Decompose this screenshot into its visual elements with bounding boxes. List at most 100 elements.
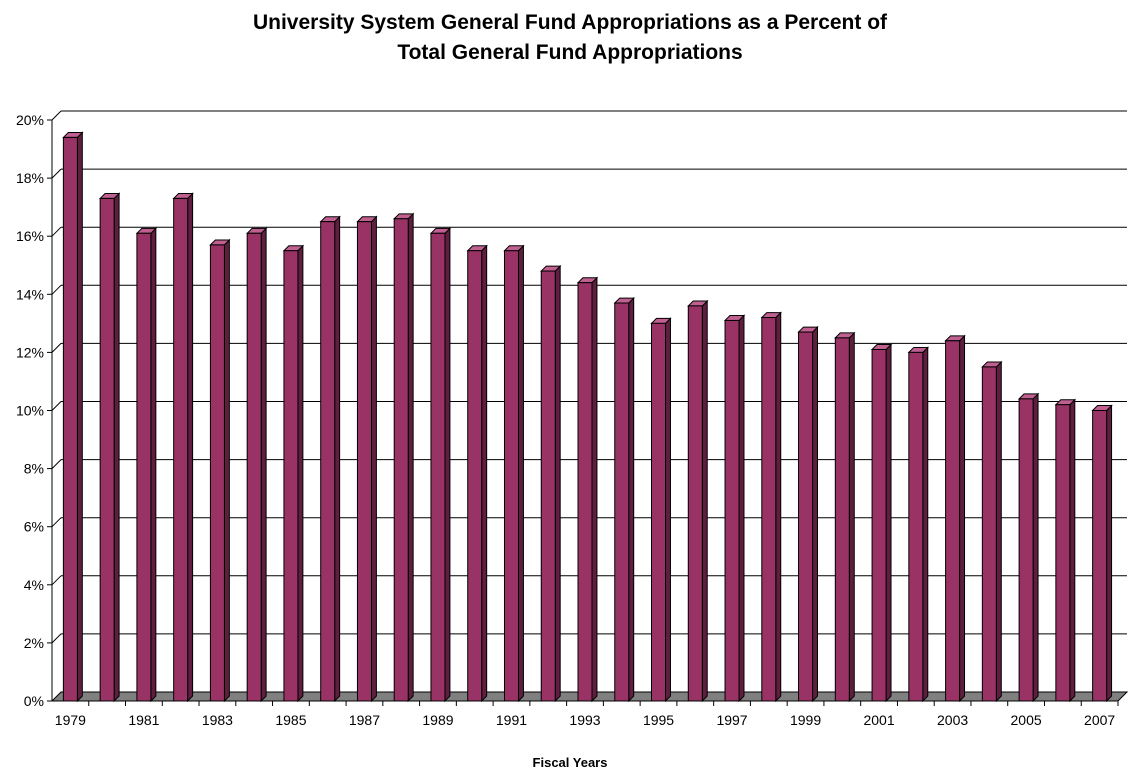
y-tick-label: 12%	[16, 344, 44, 360]
bars	[62, 131, 1113, 703]
bar-side	[591, 276, 598, 703]
x-tick-label: 1999	[790, 712, 821, 728]
bar-side	[812, 325, 819, 703]
bar	[576, 276, 599, 703]
bar-side	[370, 215, 377, 703]
bar-front	[1092, 410, 1108, 702]
bar	[870, 343, 893, 703]
bar-front	[320, 221, 336, 702]
bar	[172, 192, 194, 703]
gridline-connector	[51, 284, 62, 295]
bar-front	[798, 331, 814, 702]
bar-front	[724, 319, 740, 702]
y-tick-label: 20%	[16, 112, 44, 128]
bar-side	[113, 192, 120, 703]
bar	[907, 346, 929, 703]
chart-title-line-1: University System General Fund Appropria…	[252, 11, 888, 34]
x-tick-label: 2007	[1084, 712, 1115, 728]
bar-side	[701, 299, 708, 703]
x-tick-labels: 1979 1981 1983 1985 1987 1989 1991 1993 1995 1997…	[55, 712, 1116, 728]
y-tick-label: 14%	[16, 286, 44, 302]
bar	[392, 212, 415, 703]
bar-side	[407, 212, 414, 703]
bar-front	[651, 322, 667, 702]
y-tick-label: 0%	[24, 693, 44, 709]
bar-side	[334, 215, 341, 703]
bar-side	[76, 131, 83, 703]
bar-front	[62, 136, 78, 702]
x-axis-title: Fiscal Years	[532, 755, 608, 770]
gridline-connector	[51, 110, 62, 121]
gridline-connector	[51, 401, 62, 411]
bar	[245, 227, 268, 703]
bar-front	[1055, 404, 1071, 702]
x-tick-label: 1997	[716, 712, 747, 728]
bar-front	[173, 197, 189, 702]
y-tick-label: 10%	[16, 403, 44, 419]
bar-front	[577, 282, 593, 702]
bar-front	[283, 250, 299, 702]
bar-side	[481, 244, 488, 703]
bar-front	[908, 351, 924, 702]
bar	[760, 311, 782, 703]
bar-front	[945, 340, 961, 702]
bar-side	[665, 317, 671, 703]
bar	[944, 334, 966, 703]
bar-side	[223, 238, 230, 703]
bar	[98, 192, 121, 703]
bar	[209, 238, 231, 703]
bar-side	[1106, 404, 1113, 703]
gridline-connector	[51, 226, 62, 237]
bar	[135, 227, 158, 703]
bar	[356, 215, 378, 703]
x-tick-label: 2005	[1011, 712, 1042, 728]
x-tick-label: 1981	[128, 712, 159, 728]
bar	[466, 244, 488, 703]
bar-front	[430, 232, 446, 702]
bar-front	[209, 244, 225, 702]
y-tick-label: 4%	[24, 577, 44, 593]
x-tick-label: 2003	[937, 712, 968, 728]
bar-front	[393, 218, 409, 702]
bar-front	[761, 317, 777, 702]
bar-front	[1018, 398, 1034, 702]
bar	[282, 244, 305, 703]
gridline-connector	[51, 168, 62, 179]
x-tick-label: 1987	[349, 712, 380, 728]
bar	[723, 314, 746, 703]
bar-side	[297, 244, 304, 703]
bar-side	[848, 331, 855, 703]
x-tick-label: 1995	[643, 712, 674, 728]
y-tick-label: 16%	[16, 228, 44, 244]
x-tick-label: 2001	[863, 712, 894, 728]
bar-side	[995, 360, 1002, 703]
bar-side	[738, 314, 745, 703]
gridline-connector	[51, 575, 62, 586]
bar-side	[628, 296, 635, 703]
bar-side	[517, 244, 524, 703]
y-tick-labels: 0% 2% 4% 6% 8% 10% 12% 14% 16% 18% 20%	[16, 112, 44, 709]
bar-side	[187, 192, 194, 703]
bar-front	[981, 366, 997, 702]
y-tick-label: 2%	[24, 635, 44, 651]
chart-title: University System General Fund Appropria…	[0, 8, 1128, 68]
x-tick-label: 1991	[496, 712, 527, 728]
bar-side	[922, 346, 929, 703]
x-tick-label: 1985	[275, 712, 306, 728]
bar	[319, 215, 341, 703]
bar-front	[540, 270, 556, 702]
bar-side	[959, 334, 966, 703]
bar-front	[99, 197, 115, 702]
bar-side	[885, 343, 892, 703]
x-tick-label: 1989	[422, 712, 453, 728]
bar-front	[871, 348, 887, 702]
bar	[650, 317, 672, 703]
bar-front	[246, 232, 262, 702]
bar-front	[356, 221, 372, 702]
y-tick-label: 6%	[24, 519, 44, 535]
bar-front	[503, 250, 519, 702]
bar-side	[1069, 398, 1076, 703]
bar	[1054, 398, 1077, 703]
